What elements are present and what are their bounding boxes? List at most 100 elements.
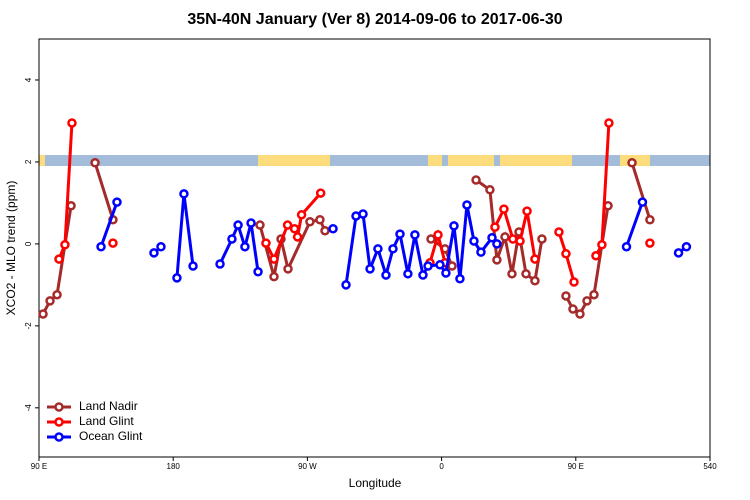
point [373,244,383,254]
point [381,270,391,280]
point [67,118,77,128]
point [589,289,599,300]
point [440,244,450,254]
point [485,185,495,195]
point [54,254,64,264]
x-tick-label: 90 E [568,462,584,471]
land-mask-strip [39,155,710,166]
point [90,158,100,168]
point [112,197,122,207]
point [449,221,459,231]
point [315,188,326,198]
point [627,158,637,168]
point [282,220,293,230]
y-tick-label: 4 [24,77,33,82]
point [45,296,55,306]
x-tick-label: 540 [703,462,717,471]
point [530,276,540,286]
point [246,218,256,228]
legend-label: Land Glint [79,414,134,428]
point [328,223,338,234]
y-axis-label: XCO2 - MLO trend (ppm) [4,181,18,316]
point [423,261,433,271]
point [521,269,531,279]
point [108,238,118,248]
point [591,251,601,261]
point [433,230,443,240]
point [261,238,271,248]
point [569,277,579,287]
y-tick-label: 0 [24,241,33,246]
plot-frame [38,38,711,458]
point [296,210,307,220]
point [418,270,428,280]
point [435,260,445,270]
point [515,236,525,246]
point [500,232,510,242]
point [269,271,279,282]
point [358,209,368,219]
x-tick-label: 180 [167,462,181,471]
point [240,242,250,252]
point [645,238,655,248]
point [255,220,265,230]
x-axis-label: Longitude [349,476,402,490]
point [575,309,585,319]
point [52,289,62,300]
point [637,197,648,207]
point [410,230,420,240]
point [603,201,613,211]
point [492,255,502,265]
point [341,280,351,290]
point [441,268,451,278]
legend-marker [54,432,64,442]
point [149,248,159,258]
chart-title: 35N-40N January (Ver 8) 2014-09-06 to 20… [187,11,562,28]
legend-marker [54,417,64,427]
point [395,229,405,239]
point [426,234,436,244]
point [289,223,300,234]
legend-label: Ocean Glint [79,429,143,443]
point [96,242,106,252]
series-line [41,162,652,317]
point [507,269,517,279]
point [233,220,243,230]
point [388,244,398,254]
y-tick-label: -4 [24,404,33,412]
point [455,273,465,284]
x-tick-label: 90 E [31,462,47,471]
x-tick-label: 90 W [298,462,317,471]
point [645,214,655,225]
point [188,261,198,271]
point [292,232,303,242]
point [604,118,614,128]
x-tick-label: 0 [439,462,444,471]
series-line [59,123,650,282]
point [561,248,571,259]
point [320,226,330,236]
point [476,247,486,257]
point [215,259,225,269]
point [492,239,502,249]
point [561,291,571,301]
point [462,200,472,210]
point [673,248,684,258]
point [469,236,479,246]
point [537,234,547,244]
point [227,234,237,244]
legend-label: Land Nadir [79,399,138,413]
point [283,264,293,274]
point [621,242,632,252]
point [172,273,182,283]
point [315,214,325,225]
y-tick-label: -2 [24,322,33,330]
point [179,189,189,199]
point [522,206,532,216]
legend-marker [54,402,64,412]
point [60,239,70,250]
point [554,227,564,237]
point [530,254,540,264]
point [269,254,279,264]
